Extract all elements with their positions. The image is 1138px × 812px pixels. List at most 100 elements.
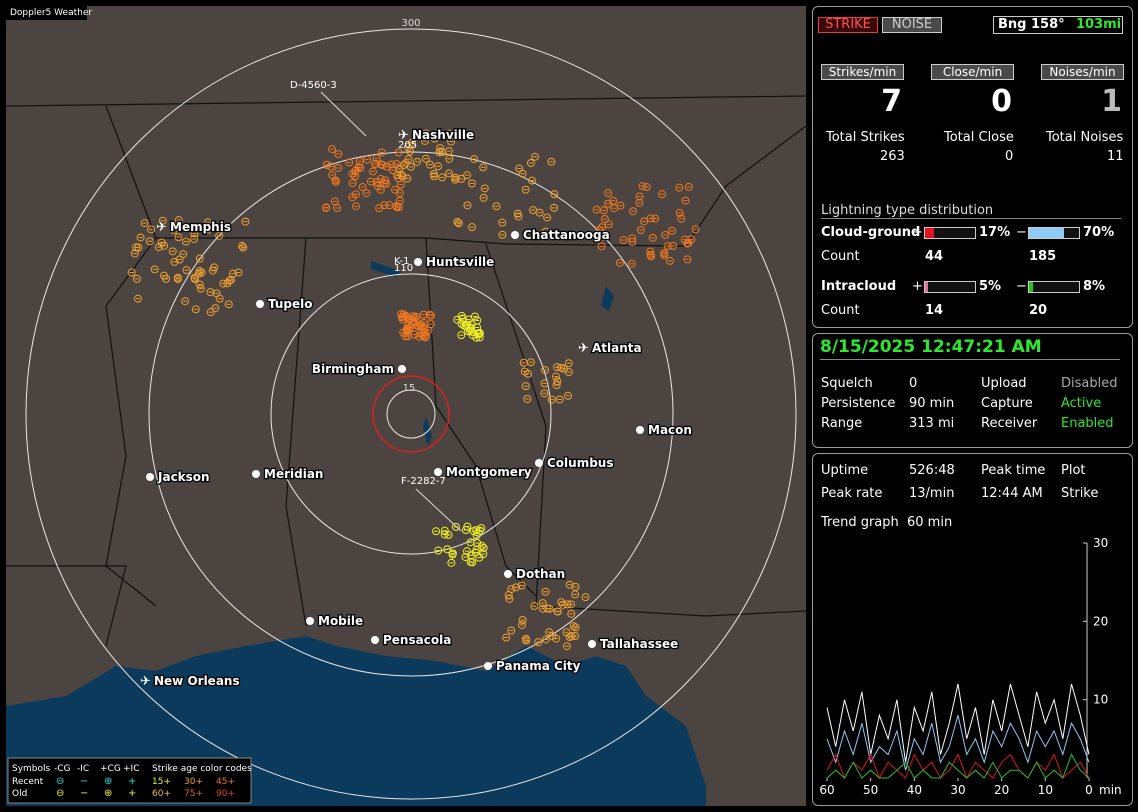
strike-symbol: [498, 230, 507, 239]
strike-symbol: [569, 622, 578, 631]
strike-symbol: [571, 582, 580, 591]
rate-value: 7: [881, 84, 902, 119]
status-value: Enabled: [1061, 416, 1114, 431]
strike-symbol: [677, 214, 686, 223]
strike-symbol: [471, 548, 480, 557]
legend-symbol: −: [80, 776, 88, 787]
strike-symbol: [541, 587, 550, 596]
strike-symbol: [409, 312, 418, 321]
strike-symbol: [409, 317, 418, 326]
strike-symbol: [140, 219, 149, 228]
strike-symbol: [523, 394, 532, 403]
strike-symbol: [519, 358, 528, 367]
strike-symbol: [480, 184, 489, 193]
strike-symbol: [130, 249, 139, 258]
strike-symbol: [443, 545, 452, 554]
strike-symbol: [372, 178, 381, 187]
city-dot: [371, 636, 379, 644]
strike-symbol: [458, 314, 467, 323]
strike-symbol: [334, 149, 343, 158]
strike-symbol: [538, 599, 547, 608]
strike-symbol: [398, 172, 407, 181]
strike-symbol: [436, 144, 445, 153]
trend-line: [826, 753, 1090, 779]
noise-button[interactable]: NOISE: [882, 17, 942, 33]
strike-symbol: [190, 234, 199, 243]
percent: 5%: [979, 279, 1002, 294]
info-panel: [812, 453, 1133, 806]
city-label: Tupelo: [268, 297, 313, 311]
marker-line: [320, 91, 367, 137]
info-text: Uptime: [821, 463, 869, 478]
strike-symbol: [528, 176, 537, 185]
strike-symbol: [421, 333, 430, 342]
info-text: Peak time: [981, 463, 1046, 478]
strike-symbol: [660, 251, 669, 260]
marker-line: [415, 488, 462, 532]
strike-symbol: [534, 638, 543, 647]
legend-text: -IC: [77, 764, 89, 774]
strike-symbol: [638, 182, 647, 191]
strike-symbol: [646, 250, 655, 259]
total-value: 0: [1005, 149, 1014, 164]
count: 44: [925, 249, 944, 264]
strike-symbol: [377, 160, 386, 169]
strike-symbol: [191, 305, 200, 314]
rate-value: 0: [991, 84, 1012, 119]
strike-symbol: [160, 241, 169, 250]
marker-label: 205: [398, 140, 417, 151]
strike-symbol: [215, 231, 224, 240]
strike-symbol: [377, 148, 386, 157]
info-text: 13/min: [909, 486, 955, 501]
count: 14: [925, 303, 944, 318]
percent: 70%: [1083, 225, 1115, 240]
strike-button[interactable]: STRIKE: [818, 17, 878, 33]
strike-symbol: [675, 183, 684, 192]
strike-symbol: [610, 204, 619, 213]
strike-symbol: [687, 235, 696, 244]
trend-graph: 10 20 30 60 50 40 30 20 10 0 min: [819, 536, 1121, 797]
strike-symbol: [565, 580, 574, 589]
strike-symbol: [421, 154, 430, 163]
strike-symbol: [333, 203, 342, 212]
legend-symbol: ⊖: [56, 776, 64, 787]
state-border: [535, 605, 806, 617]
strike-symbol: [368, 167, 377, 176]
distribution-title: Lightning type distribution: [821, 203, 1121, 219]
city-dot: [434, 468, 442, 476]
strike-symbol: [541, 635, 550, 644]
strike-symbol: [635, 192, 644, 201]
status-label: Persistence: [821, 396, 896, 411]
rate-label: Strikes/min: [821, 64, 904, 80]
strike-symbol: [174, 233, 183, 242]
strike-symbol: [345, 158, 354, 167]
strike-symbol: [543, 213, 552, 222]
strike-symbol: [168, 247, 177, 256]
city-dot: [504, 570, 512, 578]
city-label: Birmingham: [312, 362, 394, 376]
strike-symbol: [372, 154, 381, 163]
strike-symbol: [403, 142, 412, 151]
strike-symbol: [354, 163, 363, 172]
strike-symbol: [540, 389, 549, 398]
strike-symbol: [434, 162, 443, 171]
strike-symbol: [158, 216, 167, 225]
strike-symbol: [628, 237, 637, 246]
strike-symbol: [515, 164, 524, 173]
legend-box: [7, 757, 252, 804]
legend-text: Symbols: [12, 764, 51, 774]
strike-symbol: [206, 308, 215, 317]
strike-symbol: [557, 598, 566, 607]
strike-symbol: [451, 522, 460, 531]
range-ring: [25, 28, 797, 800]
y-tick-label: 20: [1093, 614, 1108, 628]
city-label: Memphis: [170, 220, 231, 234]
strike-symbol: [598, 232, 607, 241]
strike-symbol: [457, 331, 466, 340]
strike-symbol: [600, 214, 609, 223]
city-label: Huntsville: [426, 255, 494, 269]
strike-symbol: [445, 154, 454, 163]
strike-symbol: [599, 206, 608, 215]
strike-symbol: [512, 583, 521, 592]
range-ring: [148, 151, 674, 677]
